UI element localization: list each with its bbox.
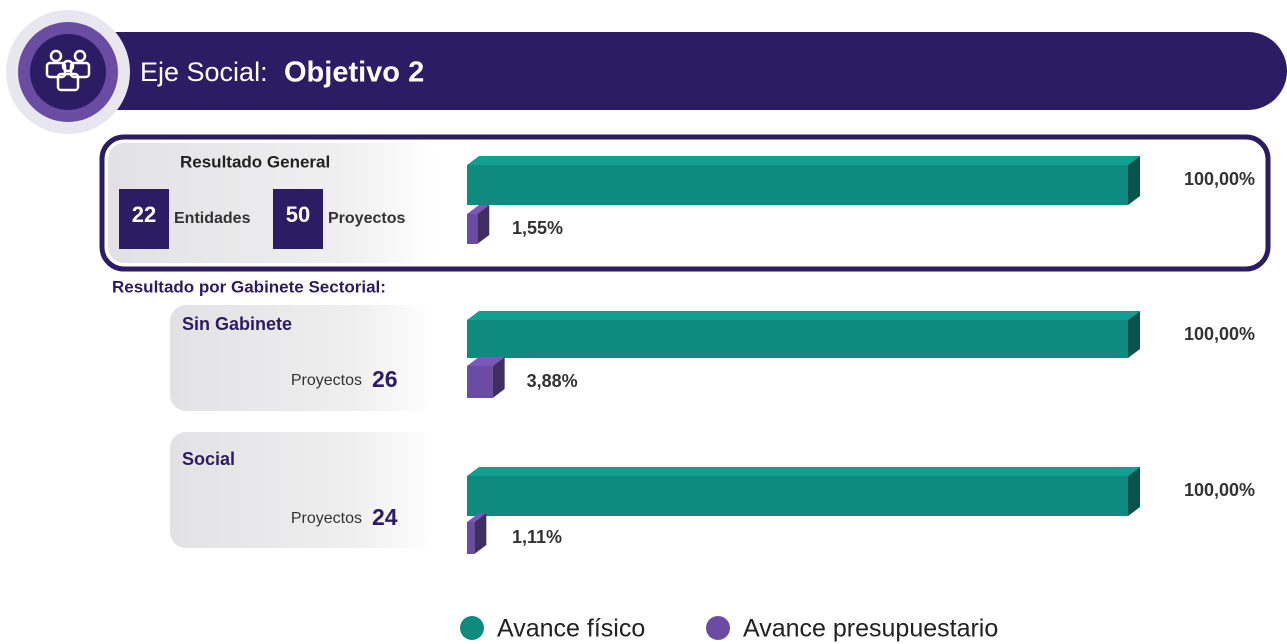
legend-label: Avance físico bbox=[497, 615, 645, 643]
legend-swatch bbox=[706, 616, 730, 640]
bar-budget-side bbox=[474, 513, 487, 554]
bar-physical-top bbox=[467, 311, 1140, 320]
value-label: 1,11% bbox=[512, 527, 562, 547]
bar-physical-side bbox=[1128, 156, 1140, 205]
projects-box bbox=[273, 189, 323, 249]
entities-box bbox=[119, 189, 169, 249]
group-title: Social bbox=[182, 449, 235, 469]
bar-budget-top bbox=[467, 513, 487, 522]
bar-budget-top bbox=[467, 205, 490, 214]
projects-label: Proyectos bbox=[328, 210, 405, 227]
legend-label: Avance presupuestario bbox=[743, 615, 998, 643]
bar-budget-3d bbox=[467, 513, 487, 554]
bar-physical-top bbox=[467, 156, 1140, 165]
bar-budget bbox=[467, 366, 493, 398]
people-icon bbox=[45, 49, 91, 92]
group-card bbox=[170, 305, 435, 411]
summary-title: Resultado General bbox=[180, 152, 330, 171]
entities-label: Entidades bbox=[174, 210, 251, 227]
value-label: 100,00% bbox=[1184, 324, 1255, 344]
group-count: 24 bbox=[372, 504, 398, 530]
projects-count: 50 bbox=[286, 202, 310, 227]
group-title: Sin Gabinete bbox=[182, 314, 292, 334]
bar-budget bbox=[467, 214, 478, 244]
bar-budget-side bbox=[477, 205, 490, 244]
legend-swatch bbox=[460, 616, 484, 640]
bar-physical-side bbox=[1128, 311, 1140, 358]
header-prefix: Eje Social: bbox=[140, 57, 268, 87]
bar-budget bbox=[467, 522, 475, 554]
bar-physical bbox=[467, 165, 1128, 205]
bar-physical-3d bbox=[467, 156, 1140, 205]
bar-physical-3d bbox=[467, 311, 1140, 358]
group-count-label: Proyectos bbox=[291, 510, 362, 527]
entities-count: 22 bbox=[132, 202, 156, 227]
section-label: Resultado por Gabinete Sectorial: bbox=[112, 277, 386, 296]
bar-physical-side bbox=[1128, 467, 1140, 516]
value-label: 1,55% bbox=[512, 218, 563, 238]
group-count: 26 bbox=[372, 366, 398, 392]
bar-budget-3d bbox=[467, 205, 490, 244]
bar-budget-side bbox=[492, 357, 505, 398]
group-count-label: Proyectos bbox=[291, 372, 362, 389]
header-band bbox=[60, 32, 1287, 110]
bar-physical-3d bbox=[467, 467, 1140, 516]
bar-budget-top bbox=[467, 357, 505, 366]
bar-physical bbox=[467, 476, 1128, 516]
header-title: Objetivo 2 bbox=[284, 57, 424, 89]
group-card bbox=[170, 432, 435, 548]
bar-physical bbox=[467, 320, 1128, 358]
value-label: 100,00% bbox=[1184, 169, 1255, 189]
bar-budget-3d bbox=[467, 357, 505, 398]
bar-physical-top bbox=[467, 467, 1140, 476]
value-label: 3,88% bbox=[527, 371, 578, 391]
value-label: 100,00% bbox=[1184, 480, 1255, 500]
